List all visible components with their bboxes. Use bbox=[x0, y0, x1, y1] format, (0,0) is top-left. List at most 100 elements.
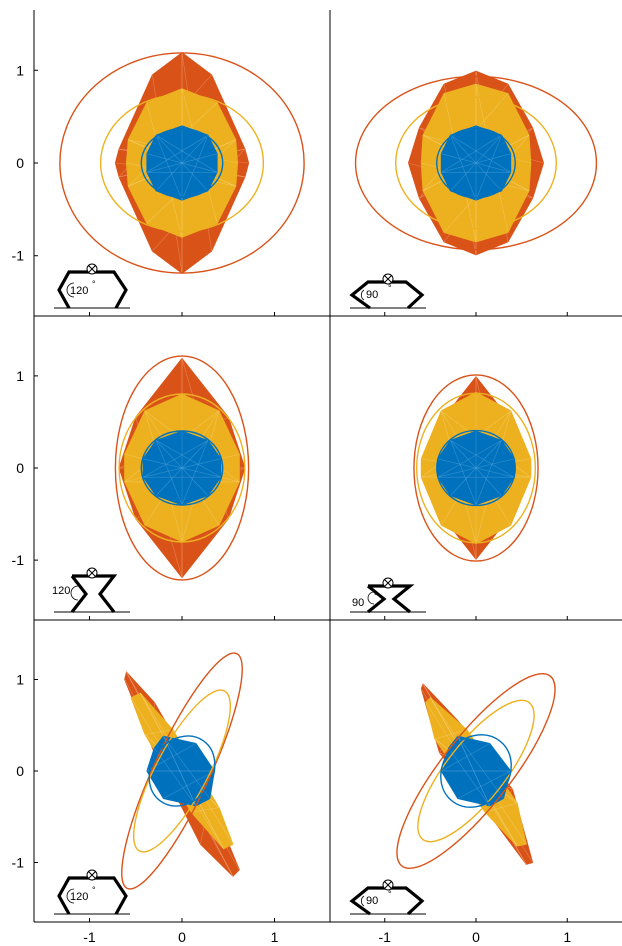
x-tick-label: 0 bbox=[472, 929, 480, 945]
orange-ellipse bbox=[354, 75, 598, 251]
y-tick-label: -1 bbox=[12, 248, 25, 264]
blue-polytope-hatch bbox=[437, 431, 515, 505]
joint-cross bbox=[88, 871, 96, 879]
blue-polytope-hatch-line bbox=[155, 135, 183, 201]
yellow-ellipse bbox=[132, 689, 232, 853]
blue-polytope-hatch bbox=[146, 125, 218, 201]
angle-arc bbox=[70, 585, 79, 601]
yellow-ellipse bbox=[395, 96, 558, 230]
y-tick-label: 0 bbox=[16, 763, 24, 779]
angle-arc bbox=[66, 888, 75, 904]
angle-label: 120 bbox=[70, 285, 88, 297]
panel-plot-area bbox=[354, 70, 598, 256]
x-tick-label: 1 bbox=[563, 929, 571, 945]
yellow-ellipse bbox=[415, 392, 537, 544]
robot-icon: 120 ° bbox=[54, 263, 130, 309]
blue-polytope-hatch-line bbox=[155, 134, 218, 173]
joint-cross bbox=[384, 881, 392, 889]
panel-plot-area bbox=[396, 673, 556, 869]
angle-label: 120 bbox=[70, 891, 88, 903]
robot-leg-shape bbox=[349, 886, 425, 916]
orange-ellipse bbox=[413, 374, 539, 562]
blue-polytope-hatch-line bbox=[457, 736, 504, 799]
blue-polytope-hatch-line bbox=[457, 770, 511, 799]
y-tick-label: 1 bbox=[16, 368, 24, 384]
degree-symbol: ° bbox=[92, 279, 96, 289]
blue-polytope-hatch-line bbox=[441, 153, 511, 173]
yellow-ellipse bbox=[118, 393, 246, 543]
blue-polytope-hatch-line bbox=[146, 134, 209, 173]
joint-cross bbox=[88, 265, 96, 273]
blue-polytope-hatch-line bbox=[450, 440, 477, 505]
blue-polytope-hatch-line bbox=[450, 134, 511, 173]
blue-polytope-hatch-line bbox=[441, 134, 502, 173]
panel-plot-area bbox=[121, 652, 243, 890]
y-tick-label: 1 bbox=[16, 671, 24, 687]
panel-plot-area bbox=[413, 374, 539, 562]
yellow-polytope-hatch-line bbox=[485, 802, 518, 813]
yellow-polytope-hatch-line bbox=[434, 729, 467, 740]
degree-symbol: ° bbox=[374, 591, 378, 601]
blue-polytope-hatch-line bbox=[448, 747, 490, 806]
robot-icon: 90 ° bbox=[350, 577, 426, 614]
orange-ellipse bbox=[396, 673, 556, 869]
yellow-polytope-hatch-line bbox=[191, 807, 220, 813]
blue-polytope-hatch-line bbox=[155, 440, 221, 478]
blue-polytope-hatch-line bbox=[450, 135, 477, 201]
joint-cross bbox=[384, 579, 392, 587]
panel-1-1: 90 ° bbox=[350, 374, 568, 620]
robot-leg-right bbox=[72, 574, 118, 613]
x-tick-label: -1 bbox=[379, 929, 392, 945]
blue-polytope-hatch-line bbox=[450, 440, 515, 478]
y-tick-label: -1 bbox=[12, 552, 25, 568]
angle-arc bbox=[360, 289, 365, 301]
panel-0-0: 120 ° -1 0 1 bbox=[12, 52, 305, 316]
blue-polytope-hatch-line bbox=[163, 770, 215, 799]
panel-2-1: 90 ° -1 0 1 bbox=[349, 673, 571, 945]
blue-polytope-hatch-line bbox=[154, 747, 197, 806]
panel-0-1: 90 ° bbox=[349, 70, 598, 316]
y-tick-label: -1 bbox=[12, 855, 25, 871]
blue-polytope-hatch-line bbox=[181, 135, 209, 201]
blue-polytope-hatch-line bbox=[143, 458, 221, 478]
robot-icon: 120 ° bbox=[52, 567, 130, 613]
blue-ellipse bbox=[440, 734, 512, 808]
orange-ellipse bbox=[59, 52, 305, 274]
y-tick-label: 1 bbox=[16, 62, 24, 78]
panel-1-0: 120 ° -1 0 1 bbox=[12, 355, 275, 620]
blue-ellipse bbox=[436, 127, 516, 199]
panel-plot-area bbox=[114, 355, 250, 581]
angle-label: 90 bbox=[352, 597, 364, 609]
x-tick-label: 1 bbox=[271, 929, 279, 945]
y-tick-label: 0 bbox=[16, 460, 24, 476]
x-tick-label: 0 bbox=[178, 929, 186, 945]
angle-arc bbox=[66, 282, 75, 298]
robot-leg-shape bbox=[349, 280, 425, 310]
degree-symbol: ° bbox=[388, 283, 392, 293]
robot-icon: 120 ° bbox=[54, 869, 130, 915]
robot-icon: 90 ° bbox=[349, 273, 426, 310]
robot-leg-left bbox=[366, 584, 387, 614]
degree-symbol: ° bbox=[92, 885, 96, 895]
blue-polytope-hatch-line bbox=[155, 440, 183, 505]
robot-leg-left bbox=[70, 575, 89, 613]
blue-ellipse bbox=[140, 128, 224, 198]
robot-icon: 90 ° bbox=[349, 879, 426, 916]
joint-cross bbox=[88, 569, 96, 577]
blue-polytope-hatch bbox=[143, 431, 221, 505]
angle-label: 90 bbox=[366, 289, 378, 301]
blue-ellipse bbox=[148, 735, 216, 807]
degree-symbol: ° bbox=[388, 889, 392, 899]
degree-symbol: ° bbox=[74, 579, 78, 589]
angle-label: 120 bbox=[52, 585, 70, 597]
x-tick-label: -1 bbox=[83, 929, 96, 945]
orange-ellipse bbox=[121, 652, 243, 890]
blue-polytope-hatch-line bbox=[441, 743, 490, 772]
angle-arc bbox=[367, 591, 375, 605]
blue-polytope-hatch-line bbox=[146, 153, 218, 173]
blue-polytope-hatch-line bbox=[437, 440, 502, 478]
panel-plot-area bbox=[59, 52, 305, 274]
blue-polytope-hatch-line bbox=[437, 458, 515, 478]
yellow-polytope-hatch-line bbox=[144, 729, 173, 735]
